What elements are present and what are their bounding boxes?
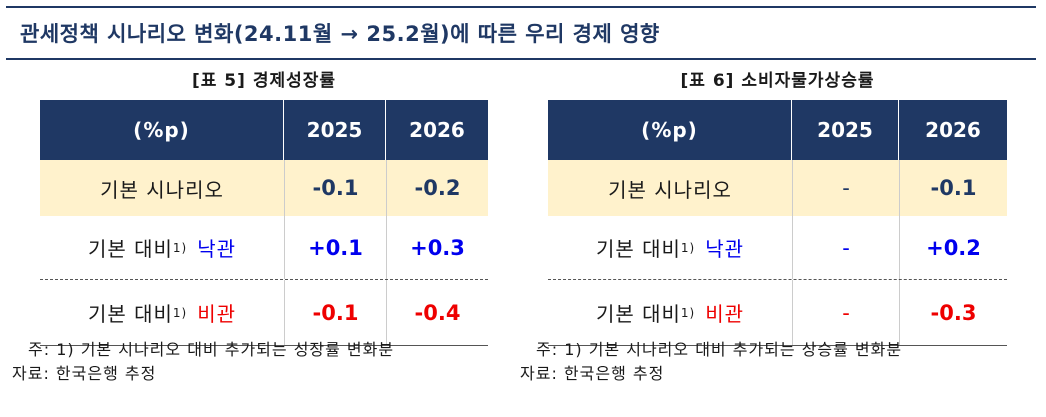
row-label-prefix: 기본 대비 <box>87 302 173 326</box>
value-2025: - <box>792 280 899 345</box>
row-label-keyword: 낙관 <box>197 237 237 261</box>
source-text: 자료: 한국은행 추정 <box>12 364 157 383</box>
table-header-row: (%p) 2025 2026 <box>40 100 488 160</box>
report-header: 관세정책 시나리오 변화(24.11월 → 25.2월)에 따른 우리 경제 영… <box>6 6 1036 60</box>
value-2025: -0.1 <box>284 280 386 345</box>
table-row-pessimistic: 기본 대비 1) 비관 -0.1 -0.4 <box>40 280 488 346</box>
row-label-keyword: 비관 <box>705 302 745 326</box>
value-2025: -0.1 <box>284 160 386 216</box>
column-header-2025: 2025 <box>792 100 899 160</box>
column-header-unit: (%p) <box>40 100 284 160</box>
row-label: 기본 대비 1) 낙관 <box>40 216 284 279</box>
value-2025: - <box>792 216 899 279</box>
value-2026: +0.2 <box>899 216 1007 279</box>
column-header-2025: 2025 <box>284 100 386 160</box>
table-caption: [표 6] 소비자물가상승률 <box>680 71 875 91</box>
table-caption: [표 5] 경제성장률 <box>191 71 337 91</box>
column-header-2026: 2026 <box>409 118 465 142</box>
cpi-inflation-table: [표 6] 소비자물가상승률 (%p) 2025 2026 기본 시나리오 - … <box>548 66 1007 346</box>
row-label: 기본 시나리오 <box>608 177 732 202</box>
row-label-keyword: 낙관 <box>705 237 745 261</box>
table-row-pessimistic: 기본 대비 1) 비관 - -0.3 <box>548 280 1007 346</box>
table-notes: 주: 1) 기본 시나리오 대비 추가되는 성장률 변화분 자료: 한국은행 추… <box>12 338 394 386</box>
gdp-growth-table: [표 5] 경제성장률 (%p) 2025 2026 기본 시나리오 -0.1 … <box>40 66 488 346</box>
table-notes: 주: 1) 기본 시나리오 대비 추가되는 상승률 변화분 자료: 한국은행 추… <box>520 338 902 386</box>
value-2026: +0.3 <box>386 216 488 279</box>
page-title: 관세정책 시나리오 변화(24.11월 → 25.2월)에 따른 우리 경제 영… <box>20 22 660 46</box>
value-2025: - <box>792 160 899 216</box>
value-2026: -0.2 <box>386 160 488 216</box>
row-label-prefix: 기본 대비 <box>595 302 681 326</box>
table-row-base-scenario: 기본 시나리오 -0.1 -0.2 <box>40 160 488 216</box>
column-header-unit: (%p) <box>548 100 792 160</box>
source-text: 자료: 한국은행 추정 <box>520 364 665 383</box>
row-label-keyword: 비관 <box>197 302 237 326</box>
footnote-text: 주: 1) 기본 시나리오 대비 추가되는 상승률 변화분 <box>536 340 903 359</box>
row-label: 기본 대비 1) 비관 <box>548 280 792 345</box>
row-label: 기본 대비 1) 낙관 <box>548 216 792 279</box>
value-2025: +0.1 <box>284 216 386 279</box>
table-row-optimistic: 기본 대비 1) 낙관 - +0.2 <box>548 216 1007 280</box>
value-2026: -0.4 <box>386 280 488 345</box>
table-header-row: (%p) 2025 2026 <box>548 100 1007 160</box>
footnote-text: 주: 1) 기본 시나리오 대비 추가되는 성장률 변화분 <box>28 340 395 359</box>
row-label: 기본 대비 1) 비관 <box>40 280 284 345</box>
row-label: 기본 시나리오 <box>100 177 224 202</box>
value-2026: -0.3 <box>899 280 1007 345</box>
column-header-2026: 2026 <box>925 118 981 142</box>
value-2026: -0.1 <box>899 160 1007 216</box>
table-row-optimistic: 기본 대비 1) 낙관 +0.1 +0.3 <box>40 216 488 280</box>
table-row-base-scenario: 기본 시나리오 - -0.1 <box>548 160 1007 216</box>
row-label-prefix: 기본 대비 <box>595 237 681 261</box>
row-label-prefix: 기본 대비 <box>87 237 173 261</box>
